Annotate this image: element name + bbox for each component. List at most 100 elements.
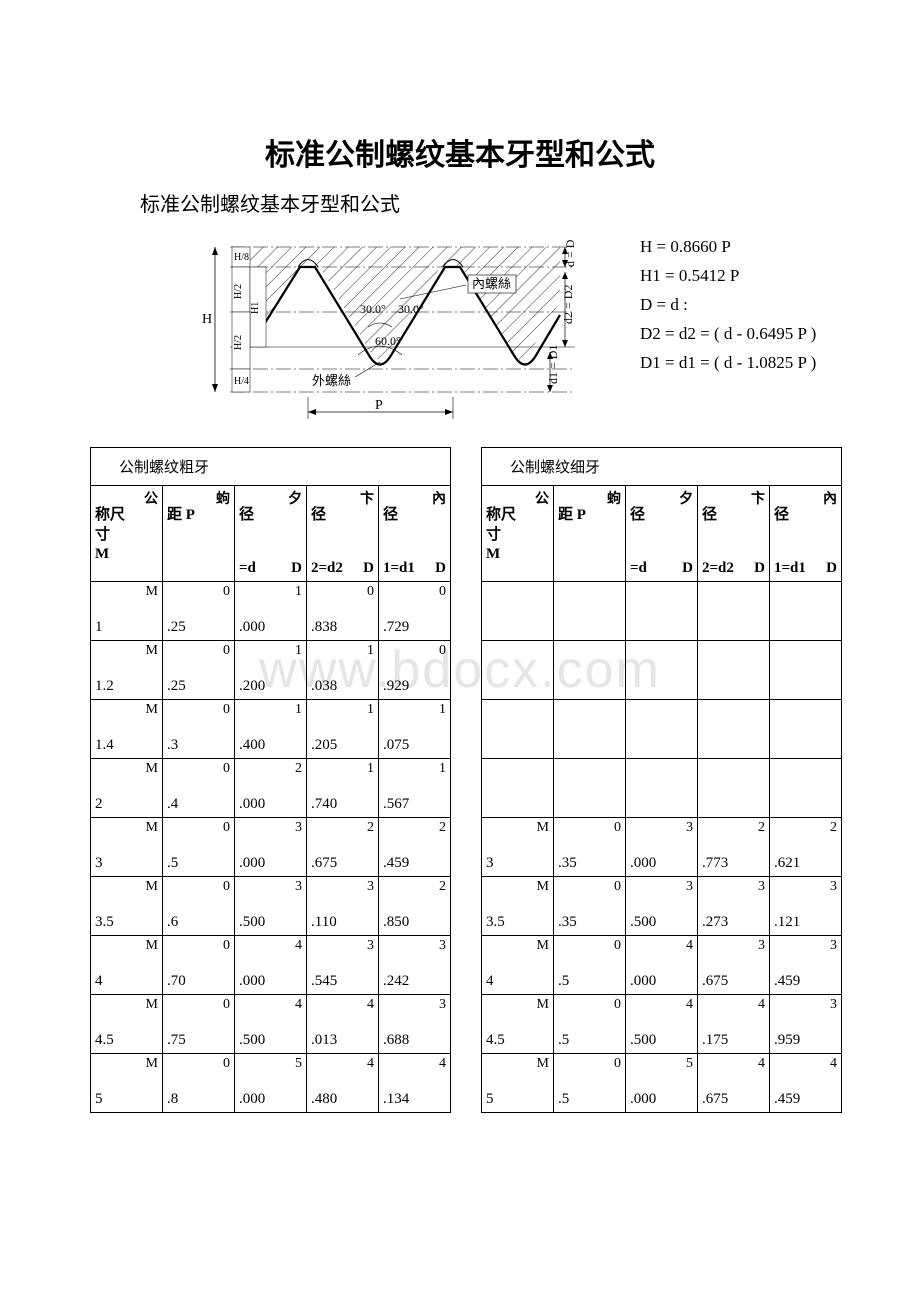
table-cell [482, 700, 554, 759]
table-cell [482, 582, 554, 641]
table-cell: 4.000 [235, 936, 307, 995]
table-header: 蚼距 P [163, 486, 235, 582]
table-cell: M3 [91, 818, 163, 877]
table-cell: 3.000 [626, 818, 698, 877]
table-cell: 0.5 [163, 818, 235, 877]
table-cell [770, 641, 842, 700]
table-cell: 2.621 [770, 818, 842, 877]
table-cell: 2.850 [379, 877, 451, 936]
table-header: 卞径D2=d2 [698, 486, 770, 582]
table-cell: 0.838 [307, 582, 379, 641]
table-cell: 2.675 [307, 818, 379, 877]
formula-line: D2 = d2 = ( d - 0.6495 P ) [640, 320, 816, 349]
table-cell: 1.740 [307, 759, 379, 818]
table-cell: 4.000 [626, 936, 698, 995]
table-cell: 4.480 [307, 1054, 379, 1113]
table-row: M40.704.0003.5453.242 [91, 936, 451, 995]
table-cell: 0.5 [554, 936, 626, 995]
table-cell: 3.121 [770, 877, 842, 936]
table-cell: 3.000 [235, 818, 307, 877]
table-row [482, 700, 842, 759]
table-cell: 3.688 [379, 995, 451, 1054]
table-cell: 0.25 [163, 641, 235, 700]
table-cell: 3.500 [235, 877, 307, 936]
table-row: M30.353.0002.7732.621 [482, 818, 842, 877]
table-cell: M1.2 [91, 641, 163, 700]
svg-text:H: H [202, 312, 212, 327]
table-cell: 1.567 [379, 759, 451, 818]
table-row [482, 641, 842, 700]
table-cell: 4.134 [379, 1054, 451, 1113]
table-cell: 0.25 [163, 582, 235, 641]
table-row: M4.50.754.5004.0133.688 [91, 995, 451, 1054]
table-cell: 3.273 [698, 877, 770, 936]
table-title: 公制螺纹粗牙 [91, 448, 451, 486]
table-cell [554, 700, 626, 759]
table-cell: 0.4 [163, 759, 235, 818]
table-cell [698, 641, 770, 700]
table-cell [626, 641, 698, 700]
table-header: 公称尺寸M [91, 486, 163, 582]
formula-line: D1 = d1 = ( d - 1.0825 P ) [640, 349, 816, 378]
table-row [482, 759, 842, 818]
table-cell: M4.5 [482, 995, 554, 1054]
table-cell: 4.459 [770, 1054, 842, 1113]
svg-text:H1: H1 [250, 302, 261, 314]
table-header: 內径D1=d1 [379, 486, 451, 582]
svg-text:內螺絲: 內螺絲 [472, 276, 511, 291]
table-header: 夕径D=d [235, 486, 307, 582]
table-cell: M4.5 [91, 995, 163, 1054]
svg-text:外螺絲: 外螺絲 [312, 373, 351, 388]
table-cell [698, 700, 770, 759]
table-cell: M1.4 [91, 700, 163, 759]
table-row: M20.42.0001.7401.567 [91, 759, 451, 818]
table-cell: 4.500 [235, 995, 307, 1054]
table-row: M3.50.353.5003.2733.121 [482, 877, 842, 936]
thread-diagram: H H/8 H/2 H1 H/2 H/4 30.0° 30.0° 60.0° 內… [170, 227, 590, 427]
table-cell: 3.545 [307, 936, 379, 995]
svg-text:H/4: H/4 [234, 376, 249, 387]
tables-wrap: 公制螺纹粗牙公称尺寸M蚼距 P夕径D=d卞径D2=d2內径D1=d1M10.25… [90, 447, 880, 1113]
table-header: 公称尺寸M [482, 486, 554, 582]
table-cell: 5.000 [626, 1054, 698, 1113]
table-cell: 3.500 [626, 877, 698, 936]
table-cell: M3.5 [482, 877, 554, 936]
table-cell: 4.500 [626, 995, 698, 1054]
svg-text:30.0°: 30.0° [398, 302, 424, 316]
table-cell: 3.959 [770, 995, 842, 1054]
table-cell: 2.773 [698, 818, 770, 877]
table-cell [482, 641, 554, 700]
table-header: 夕径D=d [626, 486, 698, 582]
formula-line: H = 0.8660 P [640, 233, 816, 262]
svg-text:P: P [375, 398, 383, 413]
coarse-table: 公制螺纹粗牙公称尺寸M蚼距 P夕径D=d卞径D2=d2內径D1=d1M10.25… [90, 447, 451, 1113]
table-cell: M5 [91, 1054, 163, 1113]
table-cell: 1.000 [235, 582, 307, 641]
table-row: M1.20.251.2001.0380.929 [91, 641, 451, 700]
subtitle: 标准公制螺纹基本牙型和公式 [140, 188, 880, 217]
table-header: 卞径D2=d2 [307, 486, 379, 582]
table-row: M40.54.0003.6753.459 [482, 936, 842, 995]
table-cell: 1.200 [235, 641, 307, 700]
table-cell: 0.5 [554, 995, 626, 1054]
table-cell [770, 700, 842, 759]
svg-text:d1 = D1: d1 = D1 [546, 345, 560, 384]
table-cell: M3.5 [91, 877, 163, 936]
table-row: M4.50.54.5004.1753.959 [482, 995, 842, 1054]
table-cell: 0.5 [554, 1054, 626, 1113]
diagram-row: H H/8 H/2 H1 H/2 H/4 30.0° 30.0° 60.0° 內… [170, 227, 880, 427]
table-cell: 4.013 [307, 995, 379, 1054]
table-cell: 0.35 [554, 818, 626, 877]
table-cell [770, 582, 842, 641]
table-cell: M2 [91, 759, 163, 818]
table-cell [554, 759, 626, 818]
table-header: 內径D1=d1 [770, 486, 842, 582]
table-cell [482, 759, 554, 818]
table-cell: 3.110 [307, 877, 379, 936]
table-cell: 1.038 [307, 641, 379, 700]
svg-text:30.0°: 30.0° [360, 302, 386, 316]
table-row: M50.55.0004.6754.459 [482, 1054, 842, 1113]
table-cell: 3.675 [698, 936, 770, 995]
table-cell [554, 641, 626, 700]
table-cell: 0.729 [379, 582, 451, 641]
